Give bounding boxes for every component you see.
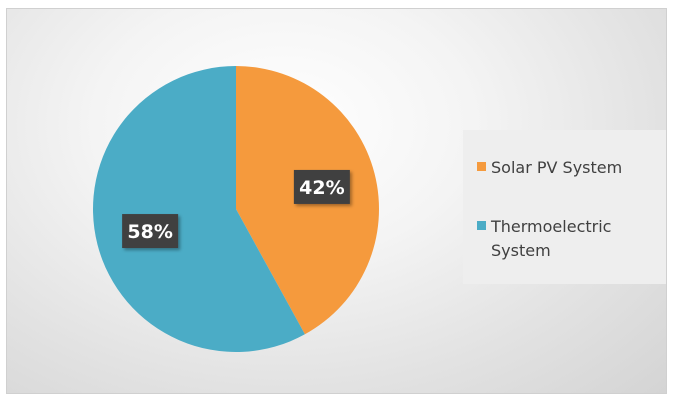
- data-label-thermoelectric-system: 58%: [122, 214, 179, 249]
- pie-chart: 42% 58%: [93, 65, 379, 353]
- pie-slice-thermoelectric-system: [93, 65, 305, 353]
- data-label-text: 42%: [299, 177, 344, 199]
- legend-swatch-solar-pv: [477, 162, 486, 171]
- chart-area: 42% 58% Solar PV System Thermoelectric Sy…: [6, 8, 667, 394]
- legend-item-thermoelectric: Thermoelectric System: [477, 215, 641, 263]
- legend-label-thermoelectric: Thermoelectric System: [491, 217, 612, 260]
- data-label-box: [122, 214, 179, 249]
- data-label-box: [293, 169, 350, 204]
- data-label-text: 58%: [127, 221, 172, 243]
- legend-item-solar-pv: Solar PV System: [477, 156, 641, 180]
- pie-slices: [93, 65, 379, 353]
- legend: Solar PV System Thermoelectric System: [463, 130, 666, 284]
- pie-data-labels: 42% 58%: [122, 169, 350, 249]
- data-label-solar-pv-system: 42%: [293, 169, 350, 204]
- legend-swatch-thermoelectric: [477, 221, 486, 230]
- legend-label-solar-pv: Solar PV System: [491, 158, 623, 177]
